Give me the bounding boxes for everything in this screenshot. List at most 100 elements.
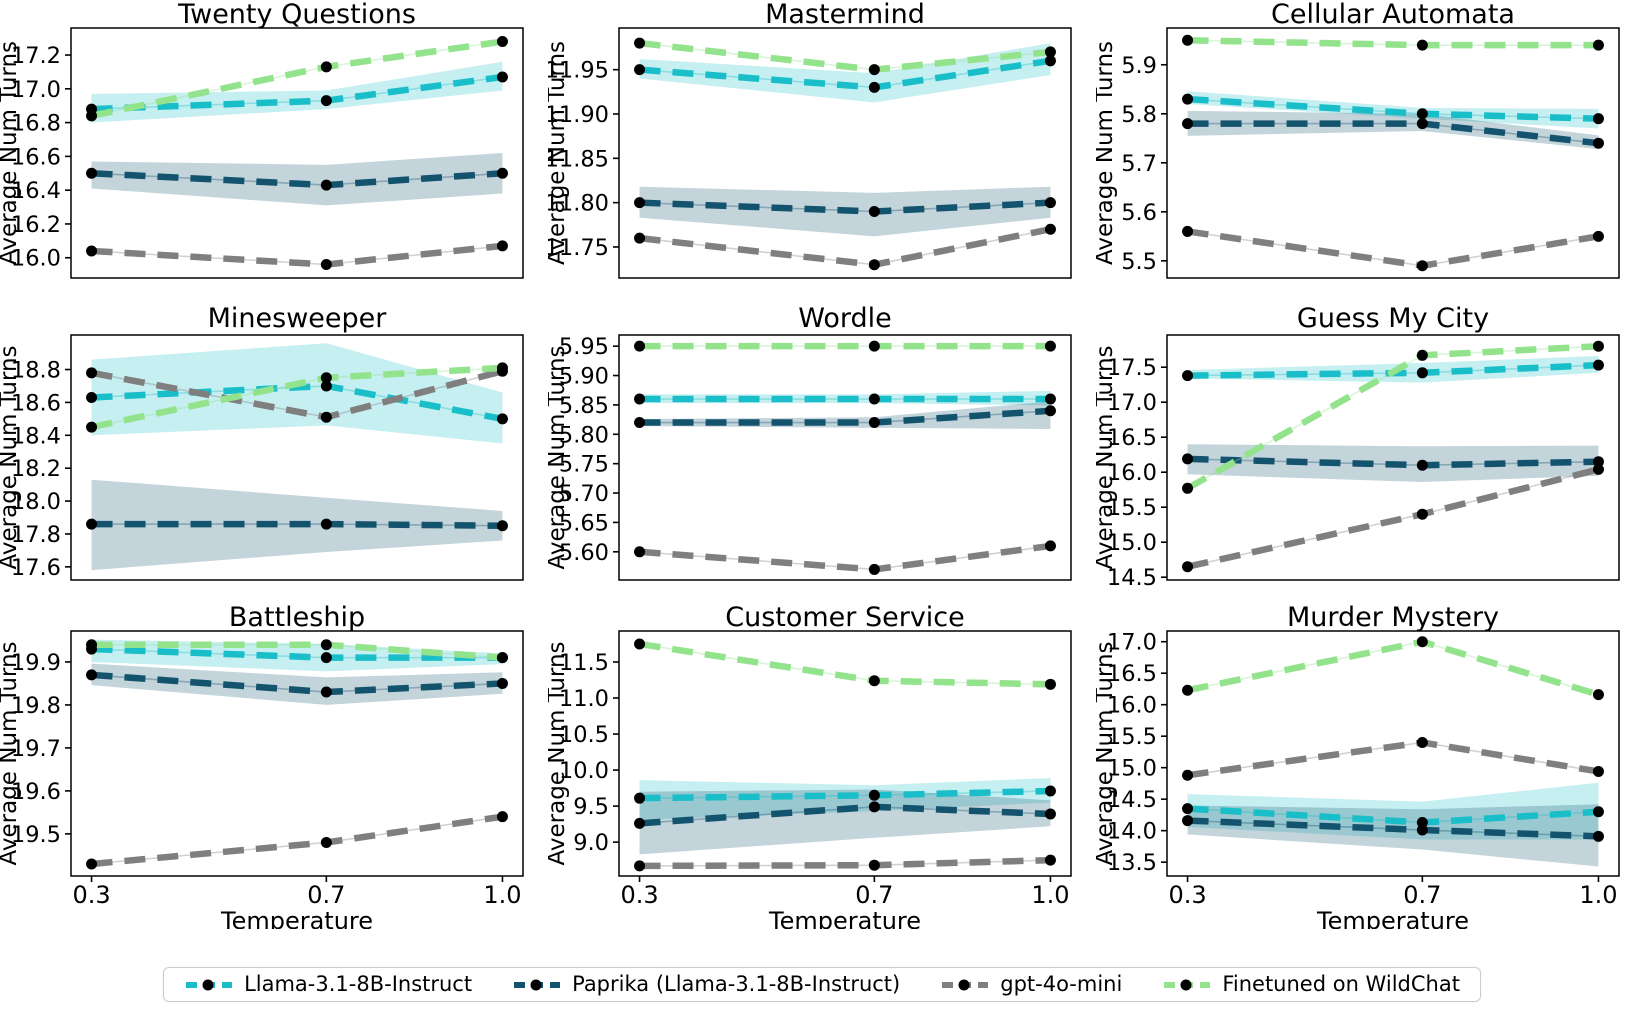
legend-label: Llama-3.1-8B-Instruct xyxy=(244,972,473,996)
y-tick-label: 15.0 xyxy=(1107,530,1157,556)
plot-border xyxy=(70,630,524,877)
data-point-marker xyxy=(868,675,880,687)
data-point-marker xyxy=(868,393,880,405)
y-tick-label: 15.5 xyxy=(1107,495,1157,521)
data-point-marker xyxy=(868,859,880,871)
data-point-marker xyxy=(1182,769,1194,781)
legend-item-gpt-4o-mini: gpt-4o-mini xyxy=(940,974,1122,995)
y-tick-label: 18.8 xyxy=(11,358,61,384)
data-point-marker xyxy=(1416,349,1428,361)
data-point-marker xyxy=(1044,405,1056,417)
x-tick-label: 0.7 xyxy=(1403,881,1441,909)
y-tick-label: 16.0 xyxy=(11,246,61,272)
data-point-marker xyxy=(496,652,508,664)
y-tick-label: 16.0 xyxy=(1107,460,1157,486)
chart-title: Guess My City xyxy=(1297,303,1489,334)
plot-border xyxy=(618,630,1072,877)
data-point-marker xyxy=(86,245,98,257)
confidence-band-llama xyxy=(639,43,1051,103)
data-point-marker xyxy=(1592,806,1604,818)
y-tick-label: 11.90 xyxy=(548,102,609,128)
data-point-marker xyxy=(1592,340,1604,352)
y-tick-label: 16.6 xyxy=(11,144,61,170)
data-point-marker xyxy=(1416,736,1428,748)
data-point-marker xyxy=(868,64,880,76)
data-point-marker xyxy=(496,36,508,48)
chart-canvas: 17.6 17.8 18.0 18.2 18.4 18.6 18.8 Minesweeper A… xyxy=(0,303,524,581)
y-tick-label: 14.0 xyxy=(1107,819,1157,845)
y-tick-label: 18.0 xyxy=(11,489,61,515)
confidence-band-paprika xyxy=(91,663,503,705)
x-axis-label: Temperature xyxy=(1316,907,1469,929)
y-tick-label: 19.9 xyxy=(11,650,61,676)
data-point-marker xyxy=(86,167,98,179)
data-point-marker xyxy=(1416,636,1428,648)
data-point-marker xyxy=(320,372,332,384)
chart-mastermind: 11.75 11.80 11.85 11.90 11.95 Mastermind Avera… xyxy=(548,0,1096,300)
data-point-marker xyxy=(496,71,508,83)
data-point-marker xyxy=(1416,816,1428,828)
y-tick-label: 14.5 xyxy=(1107,565,1157,591)
chart-title: Battleship xyxy=(229,602,365,633)
y-tick-label: 5.70 xyxy=(559,481,609,507)
y-tick-label: 15.5 xyxy=(1107,724,1157,750)
y-tick-label: 5.80 xyxy=(559,422,609,448)
data-point-marker xyxy=(320,411,332,423)
x-tick-label: 0.3 xyxy=(1168,881,1206,909)
data-point-marker xyxy=(634,417,646,429)
data-point-marker xyxy=(1592,765,1604,777)
legend-label: Paprika (Llama-3.1-8B-Instruct) xyxy=(572,972,901,996)
legend-item-paprika: Paprika (Llama-3.1-8B-Instruct) xyxy=(512,974,900,995)
data-point-marker xyxy=(1182,803,1194,815)
line-series-3 xyxy=(1186,638,1600,698)
data-point-marker xyxy=(320,380,332,392)
y-tick-label: 17.0 xyxy=(11,77,61,103)
chart-title: Minesweeper xyxy=(208,303,388,334)
charts-grid: 16.0 16.2 16.4 16.6 16.8 17.0 17.2 Twenty Quest… xyxy=(0,0,1644,929)
y-axis-label: Average Num Turns xyxy=(548,345,570,569)
data-point-marker xyxy=(1044,808,1056,820)
data-point-marker xyxy=(86,518,98,530)
chart-twenty-questions: 16.0 16.2 16.4 16.6 16.8 17.0 17.2 Twenty Quest… xyxy=(0,0,548,300)
chart-canvas: 5.60 5.65 5.70 5.75 5.80 5.85 5.90 5.95 Wordle Av… xyxy=(548,303,1072,581)
data-point-marker xyxy=(86,669,98,681)
data-point-marker xyxy=(1592,230,1604,242)
x-tick-label: 1.0 xyxy=(483,881,521,909)
y-tick-label: 11.95 xyxy=(548,58,609,84)
data-point-marker xyxy=(1416,39,1428,51)
plot-border xyxy=(70,334,524,581)
data-point-marker xyxy=(320,639,332,651)
y-tick-label: 16.0 xyxy=(1107,693,1157,719)
y-tick-label: 10.0 xyxy=(559,758,609,784)
data-point-marker xyxy=(868,417,880,429)
y-tick-label: 13.5 xyxy=(1107,850,1157,876)
plot-area xyxy=(634,340,1056,575)
data-point-marker xyxy=(1182,370,1194,382)
legend-marker-dot xyxy=(958,979,970,990)
x-tick-label: 1.0 xyxy=(1031,881,1069,909)
data-point-marker xyxy=(1044,854,1056,866)
data-point-marker xyxy=(496,240,508,252)
data-point-marker xyxy=(634,638,646,650)
data-point-marker xyxy=(634,817,646,829)
data-point-marker xyxy=(1182,815,1194,827)
legend-marker-dot xyxy=(530,979,542,990)
chart-cellular-automata: 5.5 5.6 5.7 5.8 5.9 Cellular Automata Average … xyxy=(1096,0,1644,300)
legend-swatch-llama-icon xyxy=(186,979,233,990)
legend-swatch-gpt-4o-mini-icon xyxy=(942,979,989,990)
legend-label: Finetuned on WildChat xyxy=(1222,972,1460,996)
data-point-marker xyxy=(1044,46,1056,58)
data-point-marker xyxy=(634,197,646,209)
data-point-marker xyxy=(320,686,332,698)
chart-title: Twenty Questions xyxy=(177,0,416,30)
y-tick-label: 17.5 xyxy=(1107,355,1157,381)
data-point-marker xyxy=(496,677,508,689)
y-tick-label: 18.6 xyxy=(11,390,61,416)
data-point-marker xyxy=(1182,684,1194,696)
legend-item-llama-3-1-8b-instruct: Llama-3.1-8B-Instruct xyxy=(184,974,472,995)
line-series-2 xyxy=(1187,739,1599,779)
data-point-marker xyxy=(1592,689,1604,701)
chart-title: Murder Mystery xyxy=(1287,602,1499,633)
data-point-marker xyxy=(320,61,332,73)
data-point-marker xyxy=(868,340,880,352)
